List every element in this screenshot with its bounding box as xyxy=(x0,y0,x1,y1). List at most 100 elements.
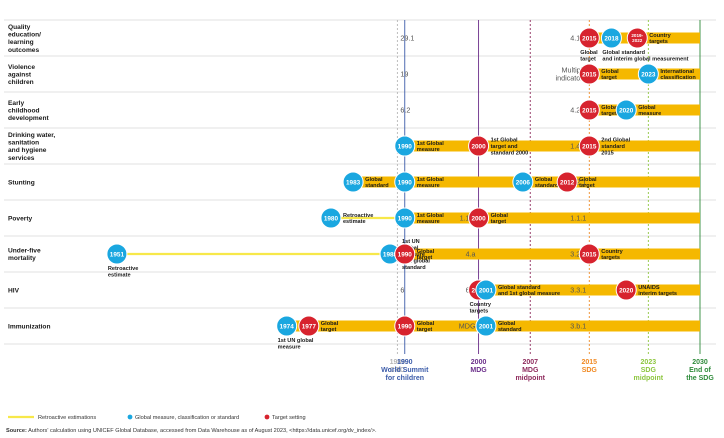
row-label-line: Poverty xyxy=(8,215,33,222)
measure-event: 2023 International classification xyxy=(637,63,696,85)
row-label: Violence against children xyxy=(8,64,35,86)
milestone-year: 2023 xyxy=(641,359,657,366)
milestone-year: 2000 xyxy=(471,359,487,366)
row-drinking-water-sanitation-and-hygiene-services: Drinking water, sanitation and hygiene serv… xyxy=(8,132,700,162)
measure-event: 1983 Global standard xyxy=(342,171,389,193)
event-note: Global standard xyxy=(535,177,559,189)
event-note: 2nd Global standard 2015 xyxy=(601,138,630,157)
indicator-code: 6 xyxy=(400,286,404,295)
indicator-code-line: 6.2 xyxy=(400,106,410,115)
indicator-code-line: 1.1.1 xyxy=(460,214,476,223)
event-year: 1980 xyxy=(324,215,339,222)
milestone-label-line: End of xyxy=(689,367,711,374)
indicator-code-line: indicators xyxy=(556,74,587,83)
row-under-five-mortality: Under-fivemortality24.24.a3.2.11951Retro… xyxy=(8,239,700,278)
row-label-line: Drinking water, xyxy=(8,132,55,139)
event-note: Country targets xyxy=(601,249,623,261)
measure-event: 1990 1st Global measure xyxy=(394,171,444,193)
target-circle-icon xyxy=(578,27,600,49)
row-poverty: Poverty271.1.11.1.11980Retroactiveestima… xyxy=(8,207,700,229)
row-label: Under-five mortality xyxy=(8,248,41,263)
event-note-line: 1st Global xyxy=(417,141,444,147)
measure-event: 2001 Global standard and 1st global measur… xyxy=(475,279,560,301)
target-event: 2019-2022 Country targets xyxy=(626,27,672,49)
event-note-line: Global xyxy=(417,321,435,327)
target-event: 2000 1st Global target and standard 2000 xyxy=(468,135,529,157)
indicator-code: Multiple indicators xyxy=(556,66,587,83)
legend-measure: Global measure, classification or standa… xyxy=(135,415,239,421)
row-label: Poverty xyxy=(8,215,33,222)
milestone-year: 2030 xyxy=(692,359,708,366)
measure-event: 2006 Global standard xyxy=(512,171,559,193)
event-note-line: Global xyxy=(579,177,597,183)
event-year: 2018 xyxy=(604,35,619,42)
event-note-line: 1st UN xyxy=(402,239,420,245)
measure-circle-icon xyxy=(600,27,622,49)
event-note-line: standard 2000 xyxy=(491,150,529,156)
event-note: International classification xyxy=(660,69,696,81)
event-year-line: 2019- xyxy=(631,33,643,38)
indicator-code-line: 29.1 xyxy=(400,34,414,43)
event-year: 2000 xyxy=(471,143,486,150)
milestone-label: CRC xyxy=(390,367,405,374)
event-note: Country targets xyxy=(470,302,492,314)
indicator-code-line: 4.1.1 xyxy=(570,34,586,43)
event-note-line: target xyxy=(579,183,595,189)
indicator-code: 4.a xyxy=(466,250,476,259)
milestone-label-line: World Summit xyxy=(381,367,429,374)
event-note: Global target xyxy=(579,177,597,189)
event-note-line: and 1st global measure xyxy=(498,291,560,297)
indicator-code: 3.b.1 xyxy=(570,322,586,331)
event-note-line: measure xyxy=(417,219,440,225)
milestone-label-line: SDG xyxy=(641,367,657,374)
event-note: 1st Global target and standard 2000 xyxy=(491,138,529,157)
timeline-bar xyxy=(404,212,700,224)
event-note: Global target xyxy=(491,213,509,225)
event-note-line: Global xyxy=(365,177,383,183)
target-event: 1990 Global target xyxy=(394,315,435,337)
event-note: Global standard and interim global measur… xyxy=(602,50,688,62)
indicator-code: 1.4.1 xyxy=(570,142,586,151)
indicator-code: 4.2.1 xyxy=(570,106,586,115)
indicator-code-line: 4.2.1 xyxy=(570,106,586,115)
source-text: Authors' calculation using UNICEF Global… xyxy=(27,428,377,434)
event-year: 2015 xyxy=(582,143,597,150)
row-label-line: Early xyxy=(8,100,24,107)
event-note-line: measure xyxy=(417,183,440,189)
event-note-line: Global xyxy=(601,105,619,111)
row-label-line: Quality xyxy=(8,24,31,31)
indicator-code-line: 1.4.1 xyxy=(570,142,586,151)
indicator-code-line: 4.a xyxy=(466,250,476,259)
event-note: Global standard xyxy=(365,177,389,189)
event-note-line: targets xyxy=(601,255,620,261)
milestone-label-line: midpoint xyxy=(515,375,545,382)
row-label: Early childhood development xyxy=(8,100,49,122)
event-year: 2001 xyxy=(479,287,494,294)
event-note: Global target xyxy=(601,105,619,117)
event-note-line: Global xyxy=(321,321,339,327)
event-year: 1990 xyxy=(398,215,413,222)
indicator-code-line: 3.2.1 xyxy=(570,250,586,259)
event-note-line: Global xyxy=(580,50,598,56)
indicator-code-line: 2.2.1 xyxy=(570,178,586,187)
measure-event: 2001 Global standard xyxy=(475,315,522,337)
event-note-line: Country xyxy=(470,302,492,308)
measure-event: 1990 1st Global measure xyxy=(394,135,444,157)
event-note: Global target xyxy=(580,50,598,62)
measure-circle-icon xyxy=(320,207,342,229)
milestone-label: World Summit for children xyxy=(381,367,429,382)
event-year: 2001 xyxy=(479,323,494,330)
event-year: 1988 xyxy=(383,251,398,258)
milestone-year: 1989 xyxy=(390,359,406,366)
event-year: 1983 xyxy=(346,179,361,186)
indicator-code: 19 xyxy=(400,70,408,79)
event-note-line: 2015 xyxy=(601,150,613,156)
target-legend-icon xyxy=(264,414,270,420)
event-note-line: standard xyxy=(601,144,625,150)
event-note-line: target xyxy=(417,255,433,261)
